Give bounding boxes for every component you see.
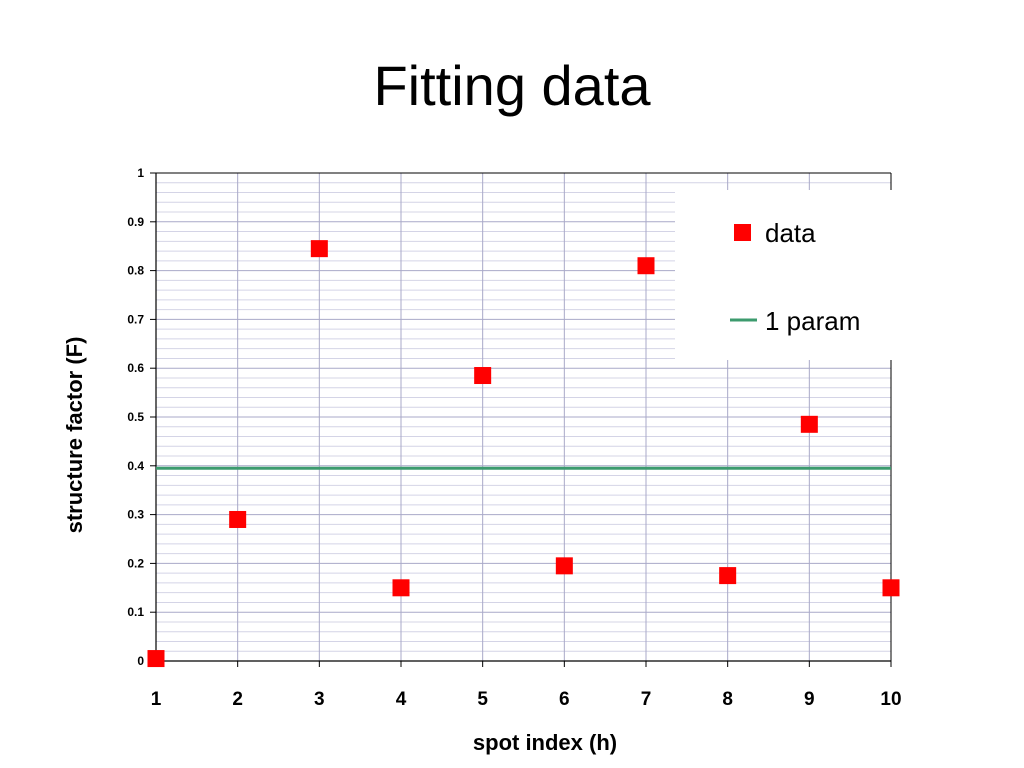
data-point: [392, 579, 410, 597]
x-tick-label: 1: [151, 689, 162, 710]
data-point: [474, 367, 492, 385]
x-tick-label: 8: [722, 689, 733, 710]
legend: data 1 param: [675, 190, 892, 360]
y-tick-label: 0: [137, 654, 144, 668]
x-tick-label: 9: [804, 689, 815, 710]
x-tick-label: 7: [641, 689, 652, 710]
data-point: [637, 257, 655, 275]
data-point: [719, 567, 737, 585]
y-tick-label: 0.1: [127, 605, 144, 619]
legend-background: [675, 190, 892, 360]
x-tick-label: 3: [314, 689, 325, 710]
x-axis-title: spot index (h): [473, 730, 617, 755]
x-tick-label: 4: [396, 689, 407, 710]
y-tick-label: 0.7: [127, 312, 144, 326]
data-point: [555, 557, 573, 575]
y-tick-label: 0.4: [127, 459, 144, 473]
legend-label-data: data: [765, 218, 816, 248]
data-point: [229, 510, 247, 528]
legend-marker-data: [734, 224, 751, 241]
y-tick-label: 1: [137, 166, 144, 180]
x-tick-label: 6: [559, 689, 570, 710]
y-axis-title: structure factor (F): [62, 337, 87, 534]
x-tick-label: 5: [477, 689, 488, 710]
data-point: [882, 579, 900, 597]
y-tick-label: 0.8: [127, 264, 144, 278]
y-tick-label: 0.2: [127, 556, 144, 570]
x-tick-label: 2: [232, 689, 243, 710]
data-point: [147, 650, 165, 668]
slide-title: Fitting data: [373, 54, 651, 117]
y-tick-labels: 0 0.1 0.2 0.3 0.4 0.5 0.6 0.7 0.8 0.9 1: [127, 166, 144, 668]
data-point: [310, 240, 328, 258]
y-tick-label: 0.9: [127, 215, 144, 229]
x-tick-label: 10: [880, 689, 901, 710]
x-tick-labels: 1 2 3 4 5 6 7 8 9 10: [151, 689, 902, 710]
legend-label-1-param: 1 param: [765, 306, 860, 336]
y-tick-label: 0.6: [127, 361, 144, 375]
data-point: [800, 415, 818, 433]
y-tick-label: 0.5: [127, 410, 144, 424]
y-tick-label: 0.3: [127, 508, 144, 522]
series-layer: [147, 240, 900, 668]
